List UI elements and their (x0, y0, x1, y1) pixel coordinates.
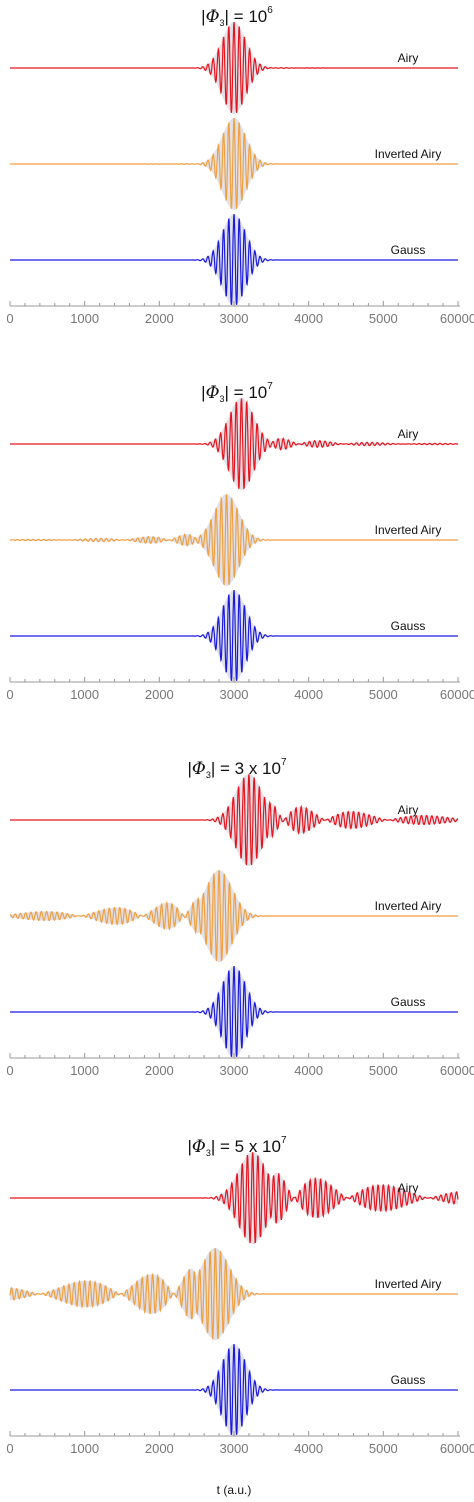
tick-label: 0 (6, 1063, 13, 1078)
pulse-envelope (10, 22, 458, 114)
series-label: Airy (398, 427, 419, 441)
series-label: Airy (398, 803, 419, 817)
pulse-trace (9, 870, 458, 962)
pulse-trace (10, 774, 459, 866)
panel-4: |Φ3| = 5 x 107 Airy Inverted Airy Gauss 0 100… (6, 1135, 474, 1456)
pulse-trace (10, 1343, 458, 1435)
pulse-trace (10, 21, 458, 113)
tick-label: 0 (6, 1441, 13, 1456)
pulse-envelope (10, 1152, 458, 1244)
series-airy: Airy (10, 1152, 459, 1244)
pulse-envelope (10, 590, 458, 682)
series-inverted-airy: Inverted Airy (9, 1248, 458, 1340)
pulse-trace (10, 213, 458, 305)
series-label: Inverted Airy (375, 1277, 442, 1291)
tick-label: 60000 (440, 1063, 474, 1078)
series-gauss: Gauss (10, 965, 458, 1058)
tick-label: 2000 (145, 311, 174, 326)
pulse-trace (10, 965, 458, 1057)
series-label: Inverted Airy (375, 147, 442, 161)
tick-label: 2000 (145, 1063, 174, 1078)
pulse-envelope (10, 494, 458, 586)
series-label: Gauss (391, 619, 426, 633)
series-label: Airy (398, 1181, 419, 1195)
pulse-envelope (10, 966, 458, 1058)
tick-label: 3000 (220, 1063, 249, 1078)
x-axis: 0 1000 2000 3000 4000 5000 60000 (6, 677, 474, 702)
pulse-envelope (10, 1248, 458, 1340)
series-airy: Airy (10, 21, 458, 114)
panel-title: |Φ3| = 3 x 107 (187, 757, 286, 780)
pulse-envelope (10, 1344, 458, 1436)
x-axis: 0 1000 2000 3000 4000 5000 60000 (6, 1431, 474, 1456)
series-label: Inverted Airy (375, 523, 442, 537)
series-label: Inverted Airy (375, 899, 442, 913)
tick-label: 60000 (440, 1441, 474, 1456)
pulse-trace (10, 589, 458, 681)
tick-label: 5000 (369, 1441, 398, 1456)
pulse-envelope (10, 118, 458, 210)
pulse-envelope (10, 398, 458, 490)
series-inverted-airy: Inverted Airy (10, 117, 458, 210)
tick-label: 3000 (220, 1441, 249, 1456)
tick-label: 5000 (369, 311, 398, 326)
pulse-trace (9, 494, 458, 586)
series-gauss: Gauss (10, 589, 458, 682)
series-label: Airy (398, 51, 419, 65)
series-label: Gauss (391, 243, 426, 257)
series-airy: Airy (10, 398, 459, 490)
x-axis: 0 1000 2000 3000 4000 5000 60000 (6, 301, 474, 326)
panel-1: |Φ3| = 106 Airy Inverted Airy Gauss 0 1000 200… (6, 5, 474, 326)
tick-label: 5000 (369, 687, 398, 702)
x-axis: 0 1000 2000 3000 4000 5000 60000 (6, 1053, 474, 1078)
tick-label: 1000 (70, 687, 99, 702)
tick-label: 60000 (440, 687, 474, 702)
panel-title: |Φ3| = 5 x 107 (187, 1135, 286, 1158)
pulse-trace (10, 1152, 459, 1244)
series-inverted-airy: Inverted Airy (9, 494, 458, 586)
pulse-trace (10, 117, 458, 209)
tick-label: 2000 (145, 1441, 174, 1456)
tick-label: 1000 (70, 1063, 99, 1078)
tick-label: 3000 (220, 687, 249, 702)
panel-title: |Φ3| = 106 (201, 5, 273, 28)
series-label: Gauss (391, 995, 426, 1009)
tick-label: 1000 (70, 311, 99, 326)
tick-label: 0 (6, 687, 13, 702)
tick-label: 4000 (294, 1441, 323, 1456)
tick-label: 60000 (440, 311, 474, 326)
tick-label: 3000 (220, 311, 249, 326)
series-gauss: Gauss (10, 213, 458, 306)
tick-label: 4000 (294, 687, 323, 702)
tick-label: 5000 (369, 1063, 398, 1078)
pulse-trace (9, 1248, 458, 1340)
tick-label: 2000 (145, 687, 174, 702)
series-label: Gauss (391, 1373, 426, 1387)
tick-label: 4000 (294, 311, 323, 326)
panel-title: |Φ3| = 107 (201, 381, 273, 404)
pulse-trace (10, 398, 459, 490)
x-axis-label: t (a.u.) (217, 1483, 252, 1497)
panel-2: |Φ3| = 107 Airy Inverted Airy Gauss 0 1000 200… (6, 381, 474, 702)
series-gauss: Gauss (10, 1343, 458, 1436)
pulse-envelope (10, 214, 458, 306)
tick-label: 0 (6, 311, 13, 326)
tick-label: 1000 (70, 1441, 99, 1456)
series-airy: Airy (10, 774, 459, 866)
series-inverted-airy: Inverted Airy (9, 870, 458, 962)
tick-label: 4000 (294, 1063, 323, 1078)
panel-3: |Φ3| = 3 x 107 Airy Inverted Airy Gauss 0 100… (6, 757, 474, 1078)
